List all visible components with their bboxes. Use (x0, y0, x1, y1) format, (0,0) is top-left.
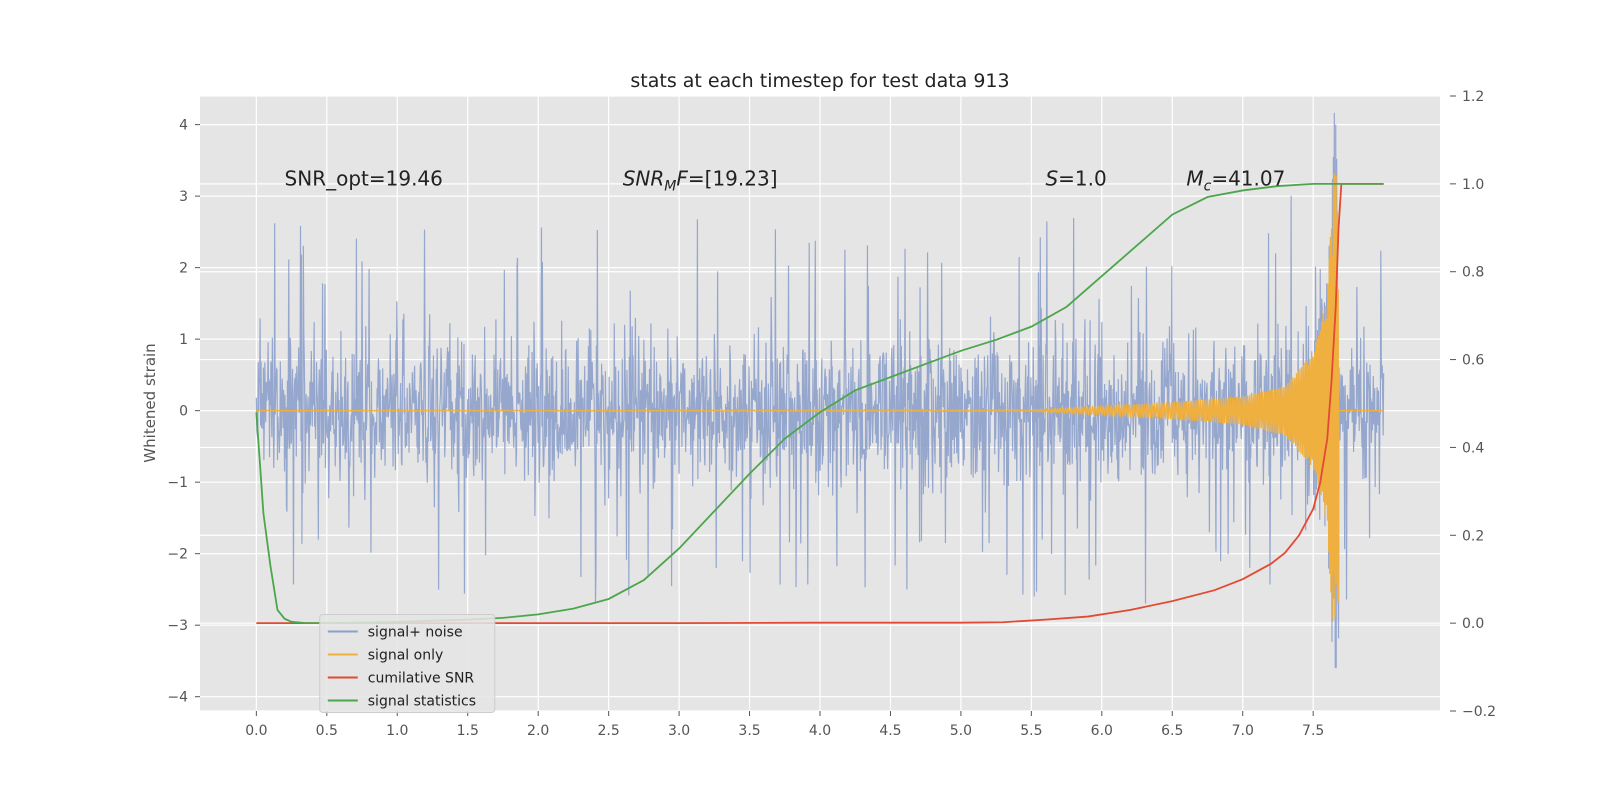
x-tick-label: 2.5 (598, 723, 620, 739)
legend: signal+ noise signal only cumilative SNR si… (319, 613, 496, 713)
x-tick-label: 4.0 (809, 723, 831, 739)
y-tick-label: 2 (179, 261, 188, 277)
y2-tick-label: 1.0 (1462, 177, 1484, 193)
y-tick-label: −4 (167, 690, 188, 706)
legend-label: signal+ noise (368, 624, 463, 640)
y-tick-label: −1 (167, 475, 188, 491)
annotations: SNR_opt=19.46 SNRMF=[19.23] S=1.0 Mc=41.07 (285, 166, 1286, 194)
annotation-part: S (1045, 166, 1058, 190)
x-tick-label: 4.5 (879, 723, 901, 739)
series-signal-statistics (255, 182, 1384, 625)
x-tick-label: 3.5 (738, 723, 760, 739)
chart-title: stats at each timestep for test data 913 (630, 70, 1009, 92)
x-tick-label: 5.0 (950, 723, 972, 739)
annotation-mc-value: Mc=41.07 (1186, 166, 1285, 194)
axes: 0.0 0.5 1.0 1.5 2.0 2.5 3.0 3.5 4.0 4.5 5.0 5.5 6.0 6… (167, 89, 1496, 739)
annotation-part: SNR_opt=19.46 (285, 166, 443, 190)
legend-label: cumilative SNR (368, 670, 475, 686)
annotation-part: =1.0 (1058, 166, 1107, 190)
y2-tick-label: 0.4 (1462, 440, 1484, 456)
y2-tick-label: 0.6 (1462, 353, 1484, 369)
x-tick-label: 0.0 (245, 723, 267, 739)
x-tick-label: 5.5 (1020, 723, 1042, 739)
x-tick-label: 7.0 (1232, 723, 1254, 739)
y-tick-label: 3 (179, 189, 188, 205)
x-tick-label: 7.5 (1302, 723, 1324, 739)
y2-tick-label: 0.0 (1462, 616, 1484, 632)
y-tick-label: 4 (179, 118, 188, 134)
series-signal-noise (255, 112, 1385, 669)
x-tick-label: 0.5 (316, 723, 338, 739)
series-cumulative-snr (256, 182, 1384, 625)
x-tick-label: 6.0 (1091, 723, 1113, 739)
legend-box (319, 613, 496, 713)
x-tick-label: 1.5 (457, 723, 479, 739)
legend-label: signal statistics (368, 693, 476, 709)
y2-tick-label: 0.2 (1462, 528, 1484, 544)
legend-label: signal only (368, 647, 443, 663)
annotation-snr-mf: SNRMF=[19.23] (623, 166, 778, 194)
y2-tick-label: 1.2 (1462, 89, 1484, 105)
y2-tick-label: −0.2 (1462, 704, 1496, 720)
y-tick-label: −2 (167, 547, 188, 563)
annotation-part: c (1204, 178, 1212, 194)
annotation-part: =[19.23] (688, 166, 778, 190)
annotation-part: F (676, 166, 688, 190)
y-tick-label: −3 (167, 618, 188, 634)
y2-tick-label: 0.8 (1462, 265, 1484, 281)
y-tick-label: 0 (179, 404, 188, 420)
annotation-part: SNR (623, 166, 665, 190)
x-tick-label: 2.0 (527, 723, 549, 739)
y-axis-label: Whitened strain (141, 343, 159, 462)
x-tick-label: 3.0 (668, 723, 690, 739)
series-layer (255, 112, 1385, 669)
x-tick-label: 6.5 (1161, 723, 1183, 739)
annotation-s-value: S=1.0 (1045, 166, 1106, 190)
x-tick-label: 1.0 (386, 723, 408, 739)
series-signal-only (256, 173, 1384, 622)
annotation-part: =41.07 (1211, 166, 1285, 190)
annotation-part: M (1186, 166, 1203, 190)
annotation-snr-opt: SNR_opt=19.46 (285, 166, 443, 190)
y-tick-label: 1 (179, 332, 188, 348)
annotation-part: M (664, 178, 676, 194)
